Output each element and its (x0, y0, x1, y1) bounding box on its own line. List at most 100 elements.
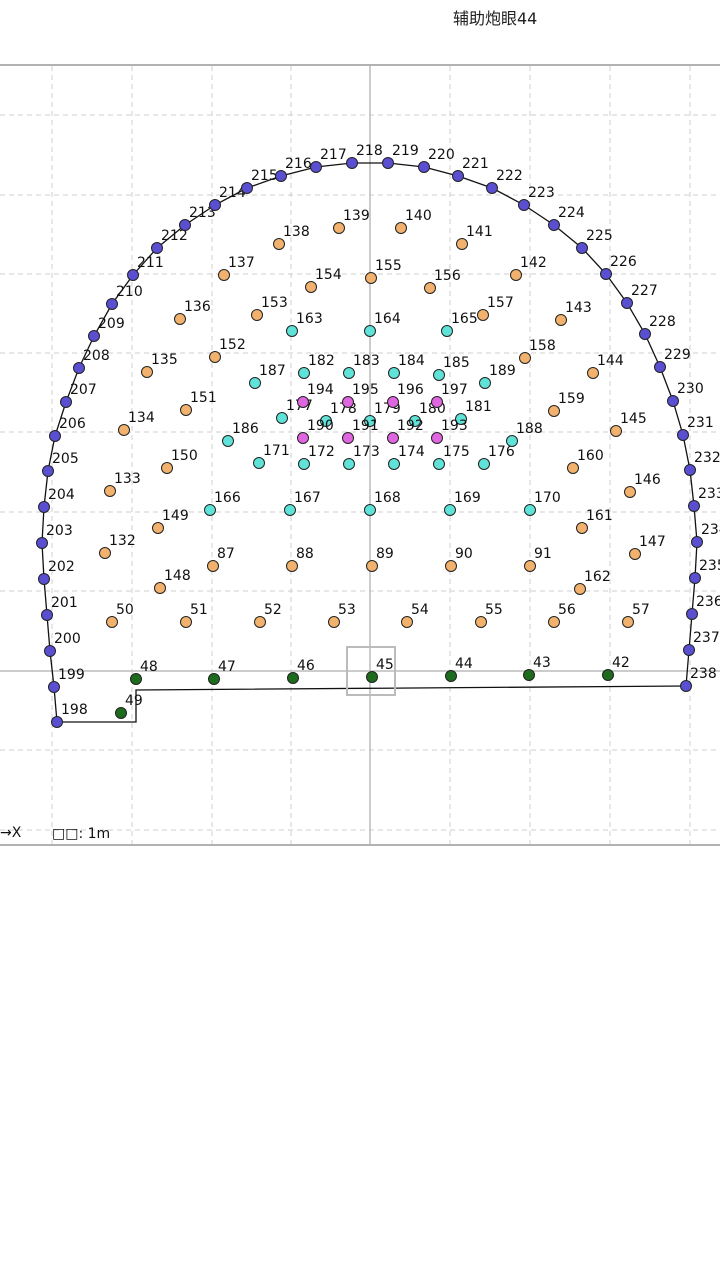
blast-hole-174[interactable] (388, 458, 400, 470)
blast-hole-138[interactable] (273, 238, 285, 250)
blast-hole-230[interactable] (667, 395, 679, 407)
blast-hole-167[interactable] (284, 504, 296, 516)
blast-hole-52[interactable] (254, 616, 266, 628)
blast-hole-51[interactable] (180, 616, 192, 628)
blast-hole-231[interactable] (677, 429, 689, 441)
blast-hole-213[interactable] (179, 219, 191, 231)
blast-hole-196[interactable] (387, 396, 399, 408)
blast-hole-56[interactable] (548, 616, 560, 628)
blast-hole-132[interactable] (99, 547, 111, 559)
blast-hole-214[interactable] (209, 199, 221, 211)
blast-hole-134[interactable] (118, 424, 130, 436)
blast-hole-48[interactable] (130, 673, 142, 685)
blast-hole-211[interactable] (127, 269, 139, 281)
blast-hole-224[interactable] (548, 219, 560, 231)
blast-hole-208[interactable] (73, 362, 85, 374)
blast-hole-141[interactable] (456, 238, 468, 250)
blast-hole-91[interactable] (524, 560, 536, 572)
blast-hole-154[interactable] (305, 281, 317, 293)
blast-hole-150[interactable] (161, 462, 173, 474)
blast-hole-162[interactable] (574, 583, 586, 595)
blast-hole-49[interactable] (115, 707, 127, 719)
blast-hole-217[interactable] (310, 161, 322, 173)
blast-hole-205[interactable] (42, 465, 54, 477)
blast-hole-226[interactable] (600, 268, 612, 280)
blast-hole-169[interactable] (444, 504, 456, 516)
blast-hole-203[interactable] (36, 537, 48, 549)
blast-hole-90[interactable] (445, 560, 457, 572)
blast-hole-204[interactable] (38, 501, 50, 513)
blast-hole-216[interactable] (275, 170, 287, 182)
blast-hole-136[interactable] (174, 313, 186, 325)
blast-hole-147[interactable] (629, 548, 641, 560)
blast-hole-87[interactable] (207, 560, 219, 572)
blast-hole-190[interactable] (297, 432, 309, 444)
blast-hole-218[interactable] (346, 157, 358, 169)
blast-hole-88[interactable] (286, 560, 298, 572)
blast-hole-222[interactable] (486, 182, 498, 194)
blast-hole-166[interactable] (204, 504, 216, 516)
blast-hole-232[interactable] (684, 464, 696, 476)
blast-hole-159[interactable] (548, 405, 560, 417)
blast-hole-47[interactable] (208, 673, 220, 685)
blast-hole-160[interactable] (567, 462, 579, 474)
blast-hole-172[interactable] (298, 458, 310, 470)
blast-hole-42[interactable] (602, 669, 614, 681)
blast-hole-53[interactable] (328, 616, 340, 628)
blast-hole-193[interactable] (431, 432, 443, 444)
blast-hole-137[interactable] (218, 269, 230, 281)
blast-hole-178[interactable] (320, 415, 332, 427)
blast-hole-186[interactable] (222, 435, 234, 447)
blast-hole-192[interactable] (387, 432, 399, 444)
blast-hole-44[interactable] (445, 670, 457, 682)
blast-hole-238[interactable] (680, 680, 692, 692)
blast-hole-234[interactable] (691, 536, 703, 548)
blast-hole-165[interactable] (441, 325, 453, 337)
blast-hole-219[interactable] (382, 157, 394, 169)
blast-hole-202[interactable] (38, 573, 50, 585)
blast-hole-209[interactable] (88, 330, 100, 342)
blast-hole-145[interactable] (610, 425, 622, 437)
blast-hole-155[interactable] (365, 272, 377, 284)
blast-hole-181[interactable] (455, 413, 467, 425)
blast-hole-225[interactable] (576, 242, 588, 254)
blast-hole-235[interactable] (689, 572, 701, 584)
blast-hole-161[interactable] (576, 522, 588, 534)
blast-hole-200[interactable] (44, 645, 56, 657)
blast-hole-177[interactable] (276, 412, 288, 424)
blast-hole-189[interactable] (479, 377, 491, 389)
blast-hole-171[interactable] (253, 457, 265, 469)
blast-hole-146[interactable] (624, 486, 636, 498)
blast-hole-228[interactable] (639, 328, 651, 340)
blast-hole-179[interactable] (364, 415, 376, 427)
blast-hole-220[interactable] (418, 161, 430, 173)
blast-hole-221[interactable] (452, 170, 464, 182)
blast-hole-188[interactable] (506, 435, 518, 447)
blast-hole-194[interactable] (297, 396, 309, 408)
blast-hole-153[interactable] (251, 309, 263, 321)
blast-hole-133[interactable] (104, 485, 116, 497)
blast-hole-236[interactable] (686, 608, 698, 620)
blast-hole-227[interactable] (621, 297, 633, 309)
blast-hole-212[interactable] (151, 242, 163, 254)
blast-hole-184[interactable] (388, 367, 400, 379)
blast-hole-140[interactable] (395, 222, 407, 234)
blast-hole-168[interactable] (364, 504, 376, 516)
blast-hole-199[interactable] (48, 681, 60, 693)
blast-hole-215[interactable] (241, 182, 253, 194)
blast-hole-175[interactable] (433, 458, 445, 470)
blast-hole-151[interactable] (180, 404, 192, 416)
blast-hole-152[interactable] (209, 351, 221, 363)
blast-hole-237[interactable] (683, 644, 695, 656)
blast-hole-206[interactable] (49, 430, 61, 442)
blast-hole-207[interactable] (60, 396, 72, 408)
blast-hole-182[interactable] (298, 367, 310, 379)
blast-hole-157[interactable] (477, 309, 489, 321)
blast-hole-183[interactable] (343, 367, 355, 379)
blast-hole-55[interactable] (475, 616, 487, 628)
blast-hole-229[interactable] (654, 361, 666, 373)
blast-hole-148[interactable] (154, 582, 166, 594)
blast-hole-164[interactable] (364, 325, 376, 337)
blast-hole-149[interactable] (152, 522, 164, 534)
